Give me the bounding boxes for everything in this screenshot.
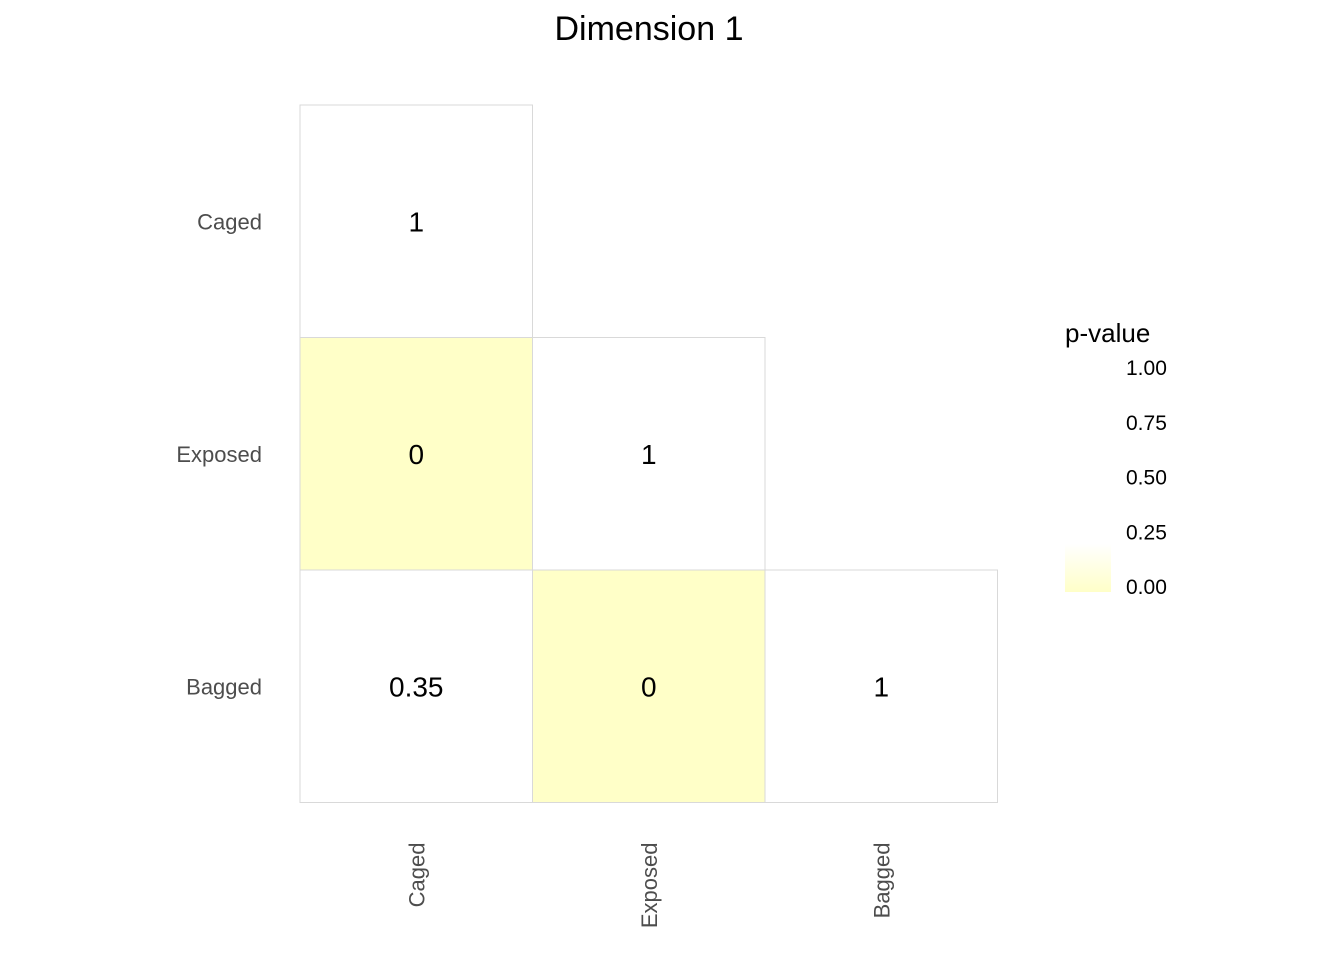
- cell-value-label: 0: [408, 439, 424, 470]
- heatmap-cell-bagged-bagged: [764, 569, 998, 803]
- cell-value-label: 1: [641, 439, 657, 470]
- x-tick-label: Caged: [404, 843, 429, 908]
- legend-tick-label: 0.50: [1126, 467, 1167, 490]
- legend-colorbar: [1065, 372, 1111, 592]
- legend-tick-label: 0.25: [1126, 521, 1167, 544]
- heatmap-cell-exposed-bagged: [532, 569, 766, 803]
- x-tick-label: Bagged: [869, 843, 894, 919]
- legend-tick-label: 0.75: [1126, 412, 1167, 435]
- legend-tick-label: 1.00: [1126, 357, 1167, 380]
- heatmap-cell-caged-bagged: [299, 569, 533, 803]
- heatmap-cell-caged-caged: [299, 104, 533, 338]
- cell-value-label: 1: [873, 671, 889, 702]
- cell-value-label: 0: [641, 671, 657, 702]
- heatmap-cells: 1 0 1 0.35 0 1: [299, 104, 998, 803]
- y-tick-label: Caged: [197, 209, 262, 234]
- heatmap-cell-exposed-exposed: [532, 337, 766, 571]
- x-tick-label: Exposed: [637, 843, 662, 929]
- legend: p-value 1.00 0.75 0.50 0.25 0.00: [1065, 318, 1167, 599]
- y-tick-label: Exposed: [176, 442, 262, 467]
- heatmap-cell-caged-exposed: [299, 337, 533, 571]
- legend-title: p-value: [1065, 318, 1150, 348]
- chart-title: Dimension 1: [555, 10, 744, 48]
- legend-tick-label: 0.00: [1126, 576, 1167, 599]
- y-tick-label: Bagged: [186, 674, 262, 699]
- y-axis-tick-labels: Caged Exposed Bagged: [176, 209, 262, 699]
- cell-value-label: 0.35: [389, 671, 444, 702]
- cell-value-label: 1: [408, 206, 424, 237]
- x-axis-tick-labels: Caged Exposed Bagged: [404, 843, 894, 929]
